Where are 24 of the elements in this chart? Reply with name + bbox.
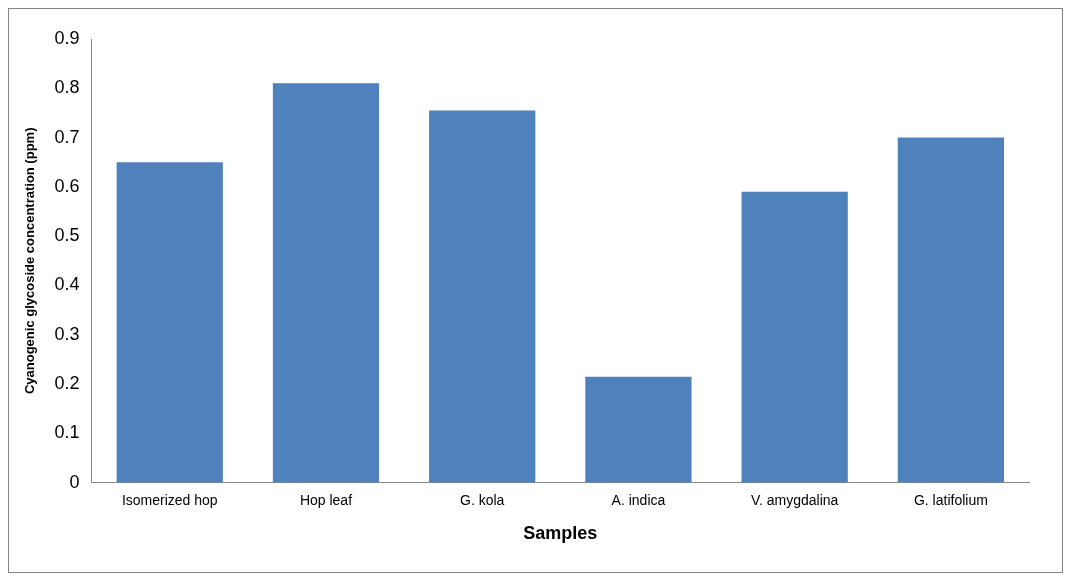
x-tick-label: Hop leaf [299, 491, 353, 508]
y-tick-label: 0.1 [54, 422, 80, 443]
y-tick-label: 0.7 [54, 126, 80, 147]
x-tick-label: G. kola [460, 491, 505, 508]
bar [585, 376, 692, 483]
y-tick-label: 0.2 [54, 372, 80, 393]
x-tick-label: G. latifolium [913, 491, 988, 508]
bar [116, 162, 223, 483]
x-tick-label: V. amygdalina [750, 491, 839, 508]
bar [897, 137, 1004, 483]
y-axis-title: Cyanogenic glycoside concentration (ppm) [22, 127, 38, 395]
x-tick-label: A. indica [611, 491, 666, 508]
x-axis-title: Samples [523, 523, 598, 544]
y-tick-label: 0 [69, 471, 80, 492]
y-tick-label: 0.9 [54, 27, 80, 48]
y-tick-label: 0.8 [54, 77, 80, 98]
y-tick-label: 0.3 [54, 323, 80, 344]
bar [741, 191, 848, 483]
bar [429, 110, 536, 483]
bar [272, 83, 380, 483]
y-tick-label: 0.6 [54, 175, 80, 196]
x-tick-label: Isomerized hop [121, 491, 218, 508]
y-tick-label: 0.4 [54, 274, 80, 295]
y-tick-label: 0.5 [54, 225, 80, 246]
